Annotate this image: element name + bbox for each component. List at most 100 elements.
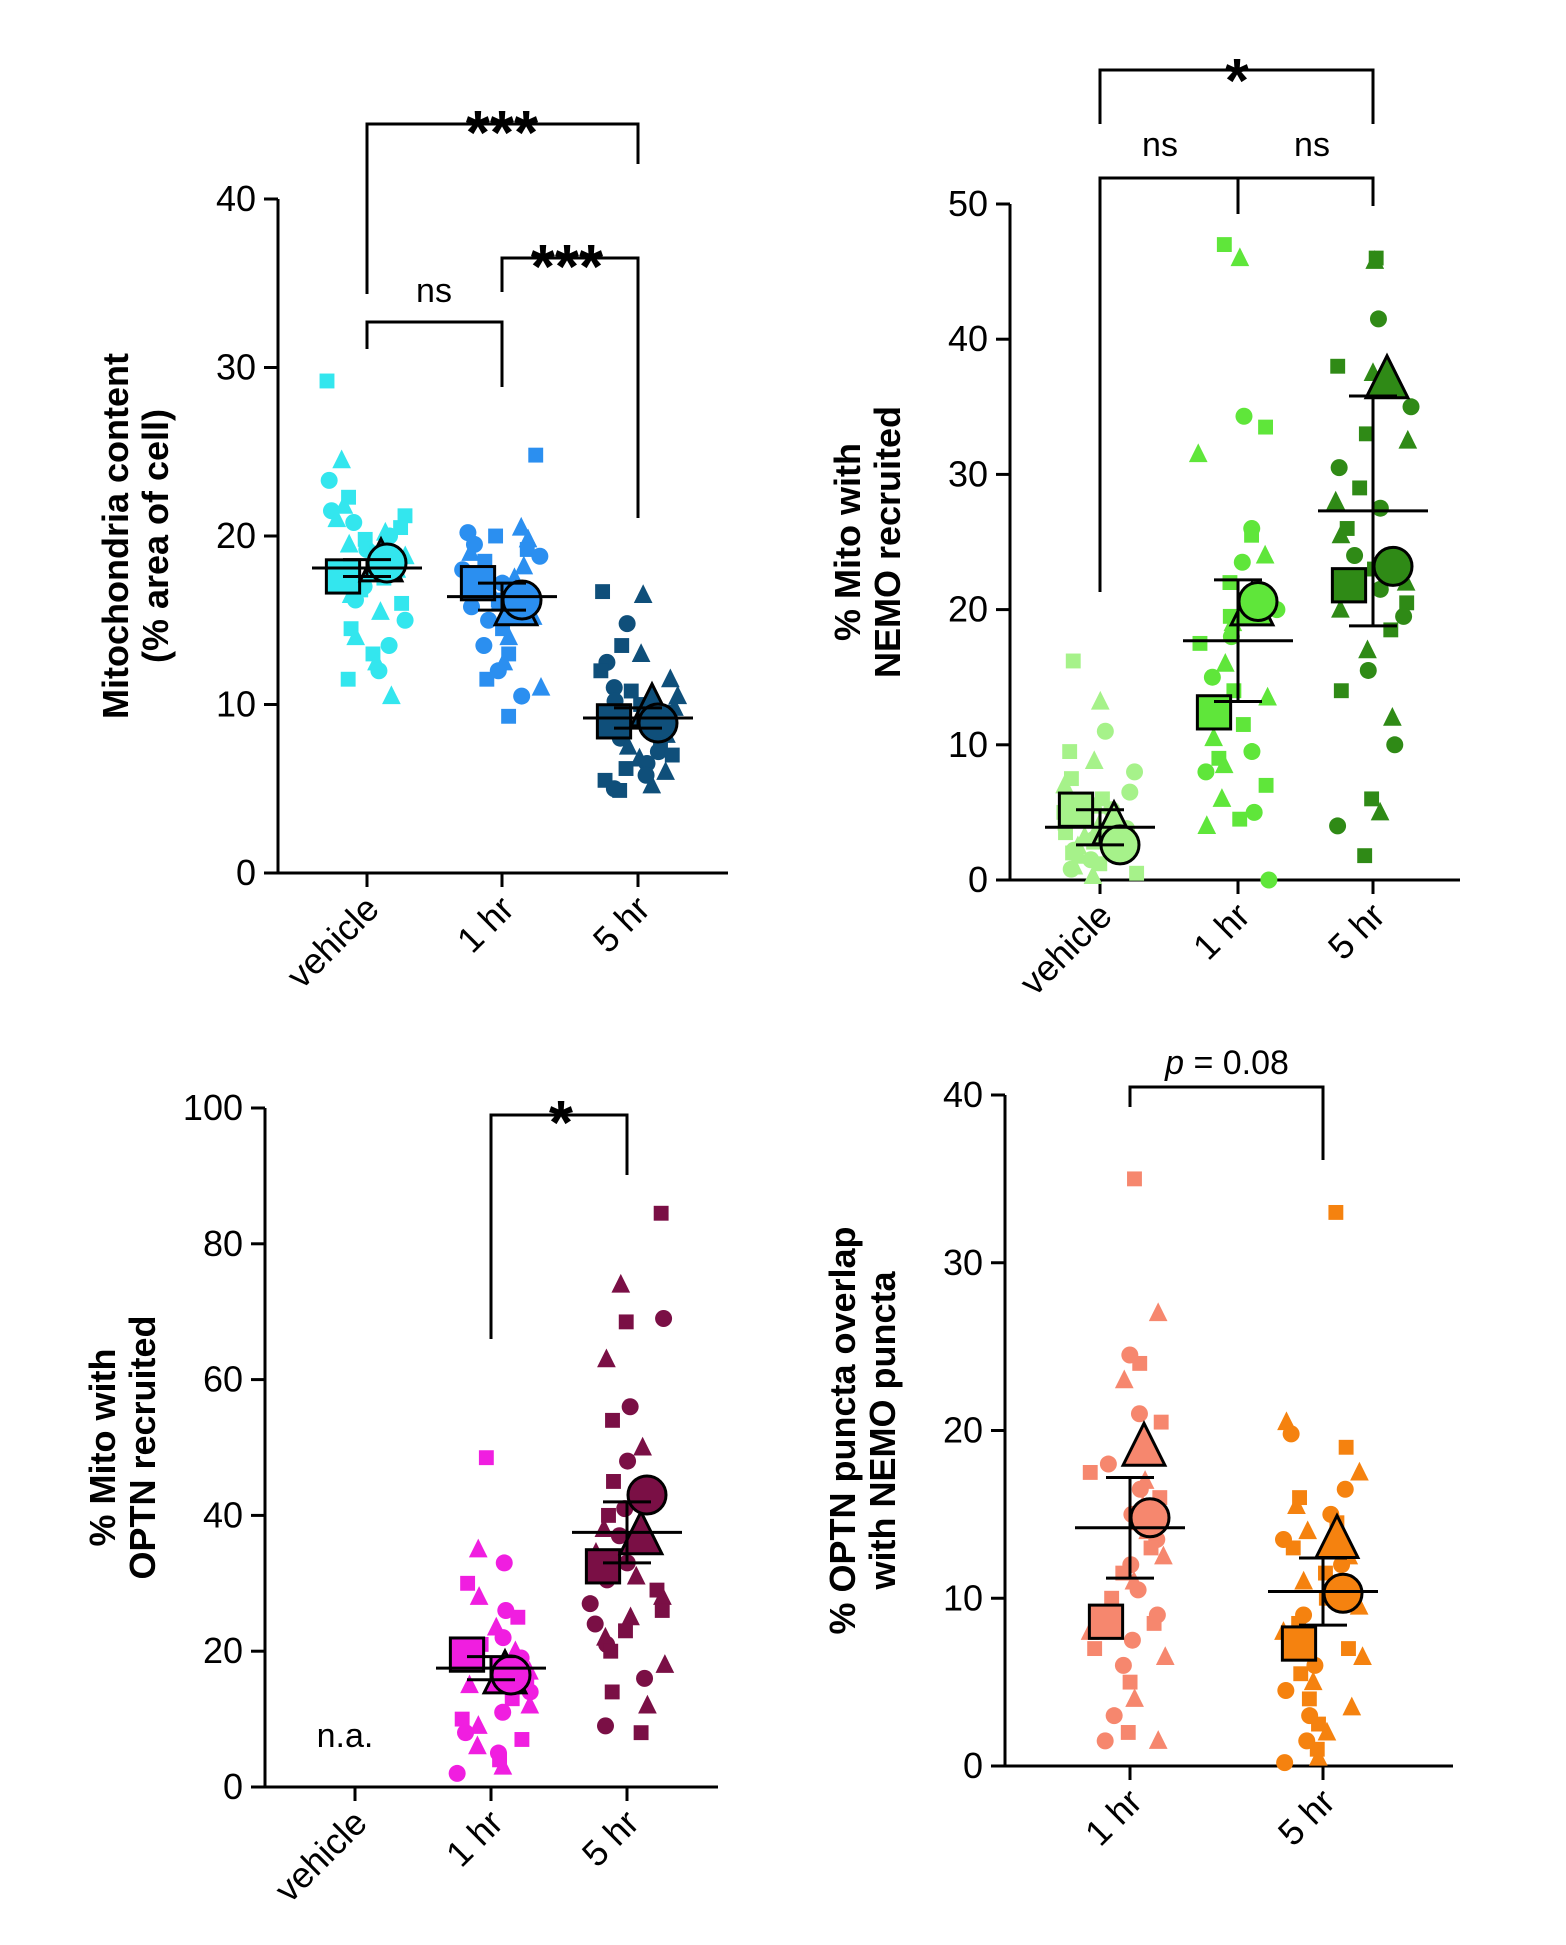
data-point — [1192, 635, 1208, 651]
data-point — [1370, 801, 1390, 821]
replicate-mean-circle — [501, 579, 543, 621]
data-point — [1132, 1355, 1148, 1371]
data-point — [605, 1412, 620, 1428]
x-tick-label: 5 hr — [1270, 1781, 1343, 1854]
data-point — [611, 1273, 631, 1293]
data-point — [382, 685, 401, 705]
data-point — [396, 611, 414, 629]
significance-label: *** — [531, 233, 604, 302]
x-tick-label: 1 hr — [438, 1802, 511, 1875]
data-point — [626, 1565, 646, 1585]
data-point — [468, 1735, 487, 1755]
data-point — [1188, 443, 1208, 463]
data-point — [1099, 1455, 1117, 1473]
replicate-mean-square — [1280, 1625, 1318, 1662]
x-tick-label: vehicle — [1011, 895, 1119, 1003]
data-point — [340, 671, 356, 687]
y-tick-label: 40 — [216, 178, 256, 219]
data-point — [1386, 736, 1404, 754]
x-tick-label: vehicle — [278, 888, 386, 996]
data-point — [604, 1684, 620, 1700]
x-tick-label: 5 hr — [1320, 895, 1393, 968]
data-point — [1216, 237, 1232, 252]
data-point — [1197, 763, 1215, 781]
y-tick-label: 80 — [203, 1223, 243, 1264]
data-point — [1402, 398, 1420, 416]
data-point — [621, 1606, 640, 1626]
data-point — [597, 1348, 616, 1368]
na-label: n.a. — [317, 1717, 374, 1755]
replicate-mean-circle — [637, 702, 679, 744]
data-point — [1329, 817, 1347, 835]
data-point — [654, 1603, 670, 1618]
data-point — [660, 668, 680, 688]
data-point — [1087, 1641, 1103, 1657]
data-point — [1120, 1725, 1136, 1740]
data-point — [1317, 1721, 1337, 1741]
replicate-mean-circle — [1129, 1497, 1171, 1539]
data-point — [480, 611, 498, 629]
data-point — [531, 676, 551, 696]
data-point — [1129, 1581, 1147, 1599]
data-point — [1127, 1171, 1142, 1187]
data-point — [514, 1732, 530, 1747]
significance-bracket — [1128, 1085, 1325, 1160]
data-point — [1352, 480, 1368, 496]
data-point — [477, 553, 493, 569]
data-point — [1130, 1405, 1148, 1423]
data-point — [1204, 727, 1223, 747]
y-tick-label: 20 — [216, 515, 256, 556]
data-point — [1330, 358, 1346, 374]
data-point — [475, 637, 493, 655]
data-point — [603, 1643, 619, 1659]
data-point — [1338, 1439, 1354, 1455]
x-tick-label: vehicle — [266, 1802, 374, 1910]
data-point — [1121, 783, 1139, 801]
data-point — [494, 1629, 512, 1647]
data-point — [380, 637, 398, 655]
data-point — [1233, 553, 1251, 571]
y-tick-label: 20 — [203, 1630, 243, 1671]
data-point — [1298, 1520, 1318, 1540]
chart-panel-bottom-left: 0 20 40 60 80 100 % Mito with OPTN recruited veh… — [82, 1087, 718, 1910]
y-tick-label: 20 — [948, 589, 988, 630]
data-point — [488, 528, 504, 544]
data-point — [1328, 1204, 1344, 1220]
data-point — [319, 373, 335, 389]
data-point — [513, 687, 531, 705]
y-tick-label: 100 — [183, 1087, 243, 1128]
replicate-mean-circle — [626, 1474, 668, 1516]
data-point — [469, 1586, 489, 1605]
replicate-mean-circle — [490, 1654, 532, 1696]
data-point — [614, 638, 630, 653]
data-point — [593, 663, 609, 679]
data-point — [1331, 598, 1350, 618]
data-point — [1214, 754, 1234, 774]
data-point — [664, 747, 680, 763]
data-point — [511, 516, 531, 536]
data-point — [346, 591, 364, 609]
data-point — [1148, 1302, 1168, 1322]
replicate-mean-triangle — [1313, 1512, 1361, 1559]
data-point — [1369, 310, 1387, 328]
data-point — [1090, 690, 1110, 710]
data-point — [619, 1452, 637, 1470]
data-point — [1371, 580, 1389, 598]
data-point — [649, 743, 667, 761]
data-point — [1365, 250, 1385, 269]
data-point — [1154, 1545, 1173, 1565]
significance-bracket — [1236, 176, 1375, 214]
data-point — [1346, 547, 1364, 565]
data-point — [1336, 1480, 1354, 1498]
data-point — [1153, 1414, 1169, 1430]
data-point — [642, 774, 662, 794]
y-tick-label: 30 — [943, 1242, 983, 1283]
y-axis-label: NEMO recruited — [867, 406, 908, 678]
data-point — [531, 547, 549, 565]
data-point — [1065, 653, 1081, 669]
data-point — [1398, 429, 1418, 449]
data-point — [461, 542, 480, 561]
data-point — [346, 626, 366, 646]
x-tick-label: 5 hr — [574, 1802, 647, 1875]
